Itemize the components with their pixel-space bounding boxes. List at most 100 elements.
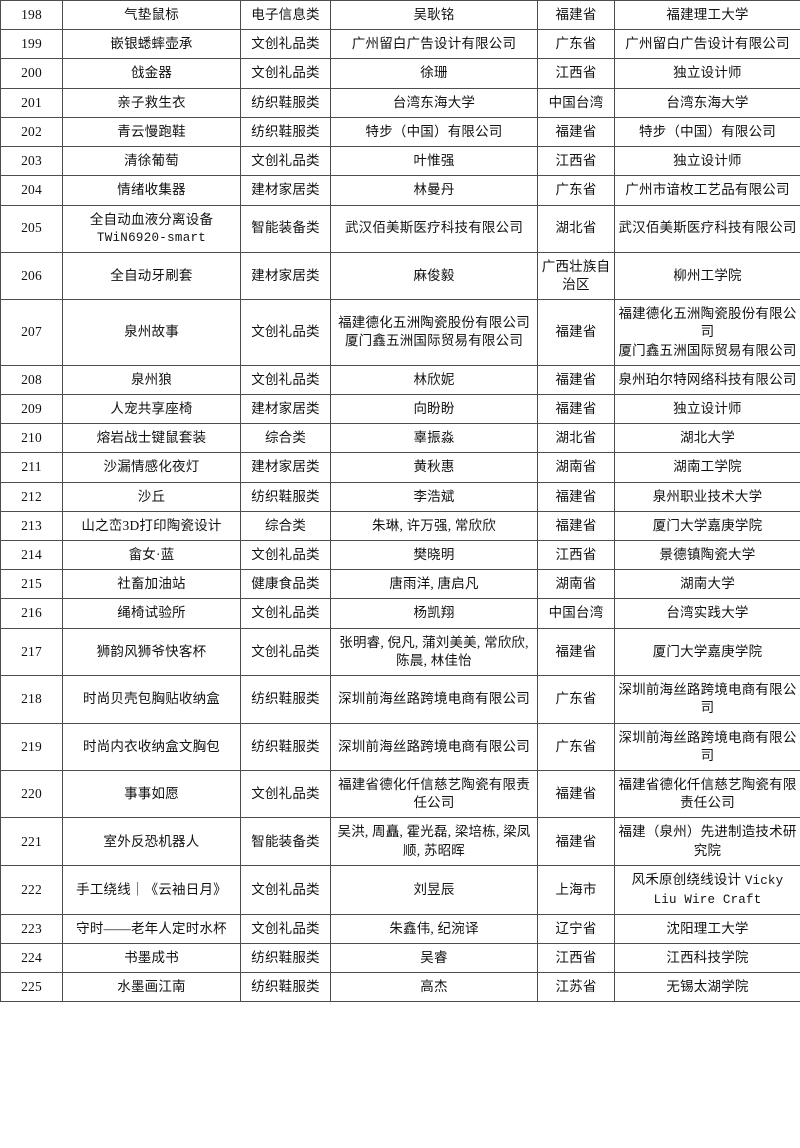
- cell-author: 福建德化五洲陶瓷股份有限公司 厦门鑫五洲国际贸易有限公司: [330, 299, 538, 366]
- cell-category: 纺织鞋服类: [240, 675, 331, 724]
- table-row: 215 社畜加油站 健康食品类 唐雨洋, 唐启凡 湖南省 湖南大学: [0, 569, 800, 600]
- cell-author: 樊晓明: [330, 540, 538, 571]
- table-row: 223 守时——老年人定时水杯 文创礼品类 朱鑫伟, 纪涴译 辽宁省 沈阳理工大学: [0, 913, 800, 944]
- cell-index: 203: [0, 146, 63, 177]
- cell-organisation: 特步（中国）有限公司: [614, 116, 800, 148]
- work-name-main: 全自动血液分离设备: [89, 211, 214, 227]
- table-row: 211 沙漏情感化夜灯 建材家居类 黄秋惠 湖南省 湖南工学院: [0, 452, 800, 483]
- cell-work-name: 气垫鼠标: [62, 0, 241, 31]
- cell-author: 麻俊毅: [330, 251, 538, 301]
- cell-author: 广州留白广告设计有限公司: [330, 29, 538, 60]
- cell-organisation: 深圳前海丝路跨境电商有限公司: [614, 675, 800, 724]
- cell-category: 纺织鞋服类: [240, 116, 331, 148]
- cell-index: 211: [0, 452, 63, 483]
- cell-region: 广西壮族自治区: [537, 251, 615, 301]
- cell-work-name: 狮韵风狮爷快客杯: [62, 627, 241, 677]
- cell-region: 湖北省: [537, 423, 615, 454]
- cell-region: 上海市: [537, 864, 615, 915]
- table-row: 224 书墨成书 纺织鞋服类 吴睿 江西省 江西科技学院: [0, 942, 800, 974]
- cell-category: 文创礼品类: [240, 29, 331, 60]
- cell-organisation: 福建（泉州）先进制造技术研究院: [614, 817, 800, 866]
- cell-work-name: 社畜加油站: [62, 569, 241, 600]
- cell-region: 江西省: [537, 540, 615, 571]
- cell-region: 福建省: [537, 364, 615, 395]
- cell-category: 综合类: [240, 423, 331, 454]
- cell-index: 212: [0, 481, 63, 512]
- table-row: 221 室外反恐机器人 智能装备类 吴洪, 周矗, 霍光磊, 梁培栋, 梁凤顺, 苏昭…: [0, 817, 800, 866]
- cell-organisation: 柳州工学院: [614, 251, 800, 301]
- cell-index: 216: [0, 598, 63, 629]
- cell-index: 219: [0, 722, 63, 772]
- cell-index: 210: [0, 423, 63, 454]
- cell-work-name: 书墨成书: [62, 942, 241, 974]
- cell-author: 特步（中国）有限公司: [330, 116, 538, 148]
- table-row: 203 清徐葡萄 文创礼品类 叶惟强 江西省 独立设计师: [0, 146, 800, 177]
- table-row: 200 戗金器 文创礼品类 徐珊 江西省 独立设计师: [0, 58, 800, 89]
- cell-author: 朱鑫伟, 纪涴译: [330, 913, 538, 944]
- table-row: 222 手工绕线｜《云袖日月》 文创礼品类 刘昱辰 上海市 风禾原创绕线设计 Vicky …: [0, 864, 800, 915]
- cell-author: 黄秋惠: [330, 452, 538, 483]
- cell-work-name: 时尚内衣收纳盒文胸包: [62, 722, 241, 772]
- cell-category: 纺织鞋服类: [240, 942, 331, 974]
- cell-category: 电子信息类: [240, 0, 331, 31]
- cell-index: 204: [0, 175, 63, 206]
- cell-region: 广东省: [537, 722, 615, 772]
- table-row: 204 情绪收集器 建材家居类 林曼丹 广东省 广州市谙枚工艺品有限公司: [0, 175, 800, 206]
- cell-author: 刘昱辰: [330, 864, 538, 915]
- cell-author: 李浩斌: [330, 481, 538, 512]
- cell-author: 深圳前海丝路跨境电商有限公司: [330, 722, 538, 772]
- cell-work-name: 手工绕线｜《云袖日月》: [62, 864, 241, 915]
- cell-organisation: 独立设计师: [614, 58, 800, 89]
- cell-organisation: 独立设计师: [614, 393, 800, 425]
- cell-index: 225: [0, 972, 63, 1003]
- cell-region: 江苏省: [537, 972, 615, 1003]
- cell-organisation: 湖南大学: [614, 569, 800, 600]
- cell-work-name: 沙丘: [62, 481, 241, 512]
- cell-index: 200: [0, 58, 63, 89]
- cell-category: 智能装备类: [240, 817, 331, 866]
- cell-author: 徐珊: [330, 58, 538, 89]
- cell-category: 纺织鞋服类: [240, 87, 331, 118]
- cell-organisation: 湖南工学院: [614, 452, 800, 483]
- cell-work-name: 戗金器: [62, 58, 241, 89]
- cell-work-name: 情绪收集器: [62, 175, 241, 206]
- cell-index: 218: [0, 675, 63, 724]
- cell-index: 198: [0, 0, 63, 31]
- cell-author: 杨凯翔: [330, 598, 538, 629]
- cell-category: 建材家居类: [240, 251, 331, 301]
- table-row: 225 水墨画江南 纺织鞋服类 高杰 江苏省 无锡太湖学院: [0, 972, 800, 1003]
- cell-work-name: 熔岩战士键鼠套装: [62, 423, 241, 454]
- table-row: 210 熔岩战士键鼠套装 综合类 辜振淼 湖北省 湖北大学: [0, 423, 800, 454]
- table-row: 213 山之峦3D打印陶瓷设计 综合类 朱琳, 许万强, 常欣欣 福建省 厦门大学嘉庚学院: [0, 510, 800, 542]
- cell-work-name: 嵌银蟋蟀壶承: [62, 29, 241, 60]
- cell-region: 福建省: [537, 481, 615, 512]
- cell-organisation: 福建德化五洲陶瓷股份有限公司 厦门鑫五洲国际贸易有限公司: [614, 299, 800, 366]
- cell-work-name: 全自动血液分离设备 TWiN6920-smart: [62, 204, 241, 253]
- table-row: 208 泉州狼 文创礼品类 林欣妮 福建省 泉州珀尔特网络科技有限公司: [0, 364, 800, 395]
- cell-region: 湖北省: [537, 204, 615, 253]
- cell-category: 建材家居类: [240, 452, 331, 483]
- cell-organisation: 福建省德化仟信慈艺陶瓷有限责任公司: [614, 769, 800, 819]
- cell-organisation: 风禾原创绕线设计 Vicky Liu Wire Craft: [614, 864, 800, 915]
- cell-region: 福建省: [537, 299, 615, 366]
- cell-organisation: 泉州珀尔特网络科技有限公司: [614, 364, 800, 395]
- organisation-name-cn: 风禾原创绕线设计: [631, 871, 742, 887]
- cell-region: 福建省: [537, 817, 615, 866]
- cell-organisation: 泉州职业技术大学: [614, 481, 800, 512]
- cell-organisation: 景德镇陶瓷大学: [614, 540, 800, 571]
- cell-region: 福建省: [537, 0, 615, 31]
- cell-author: 深圳前海丝路跨境电商有限公司: [330, 675, 538, 724]
- cell-category: 纺织鞋服类: [240, 481, 331, 512]
- cell-work-name: 泉州故事: [62, 299, 241, 366]
- cell-category: 健康食品类: [240, 569, 331, 600]
- cell-organisation: 湖北大学: [614, 423, 800, 454]
- cell-author: 吴洪, 周矗, 霍光磊, 梁培栋, 梁凤顺, 苏昭晖: [330, 817, 538, 866]
- cell-author: 福建省德化仟信慈艺陶瓷有限责任公司: [330, 769, 538, 819]
- cell-index: 215: [0, 569, 63, 600]
- organisation-name-latin: Vicky Liu Wire Craft: [653, 873, 784, 907]
- cell-work-name: 泉州狼: [62, 364, 241, 395]
- cell-region: 辽宁省: [537, 913, 615, 944]
- cell-author: 向盼盼: [330, 393, 538, 425]
- cell-index: 201: [0, 87, 63, 118]
- cell-index: 205: [0, 204, 63, 253]
